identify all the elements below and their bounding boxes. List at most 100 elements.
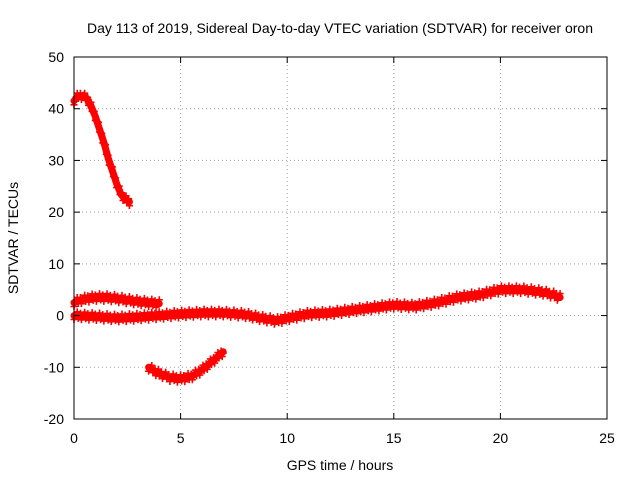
data-point	[188, 307, 196, 315]
y-tick-label: 40	[48, 101, 64, 117]
data-point	[501, 283, 509, 291]
data-point	[151, 309, 159, 317]
data-point	[208, 305, 216, 313]
data-point	[505, 282, 513, 290]
data-point	[218, 306, 226, 314]
data-point	[215, 305, 223, 313]
data-point	[83, 94, 91, 102]
x-tick-label: 15	[386, 430, 402, 446]
data-point	[125, 195, 133, 203]
data-point	[111, 310, 119, 318]
data-point	[408, 298, 416, 306]
data-point	[471, 289, 479, 297]
data-point	[96, 309, 104, 317]
data-point	[363, 301, 371, 309]
data-point	[404, 299, 412, 307]
data-point	[371, 300, 379, 308]
data-point	[103, 310, 111, 318]
data-point	[219, 349, 227, 357]
data-point	[178, 306, 186, 314]
ticks: 0 5 10 15 20 25 -20 -10 0 10 20 30 40 50	[44, 49, 615, 446]
data-point	[163, 307, 171, 315]
data-point	[140, 309, 148, 317]
data-point	[133, 309, 141, 317]
data-point	[463, 290, 471, 298]
data-point	[386, 298, 394, 306]
data-point	[203, 306, 211, 314]
data-point	[196, 371, 204, 379]
y-axis-label: SDTVAR / TECUs	[5, 182, 21, 294]
data-point	[84, 310, 92, 318]
data-point	[512, 282, 520, 290]
data-point	[389, 299, 397, 307]
plot-frame	[73, 56, 608, 420]
series-layer	[70, 89, 564, 386]
data-point	[200, 305, 208, 313]
y-tick-label: 50	[48, 49, 64, 65]
data-point	[155, 308, 163, 316]
data-point	[106, 311, 114, 319]
data-point	[468, 288, 476, 296]
data-point	[99, 291, 107, 299]
data-point	[173, 308, 181, 316]
series-arc-1	[70, 89, 133, 210]
data-point	[222, 305, 230, 313]
data-point	[516, 283, 524, 291]
data-point	[556, 290, 564, 298]
data-point	[129, 311, 137, 319]
data-point	[98, 129, 106, 137]
data-point	[212, 356, 220, 364]
data-point	[136, 310, 144, 318]
data-point	[112, 174, 120, 182]
data-point	[311, 306, 319, 314]
data-point	[88, 290, 96, 298]
data-point	[218, 353, 226, 361]
data-point	[118, 189, 126, 197]
data-point	[237, 306, 245, 314]
data-point	[117, 190, 125, 198]
data-point	[226, 307, 234, 315]
data-point	[87, 98, 95, 106]
data-point	[456, 291, 464, 299]
series-arc-4	[145, 347, 227, 386]
data-point	[86, 99, 94, 107]
data-point	[374, 301, 382, 309]
data-point	[204, 362, 212, 370]
data-point	[84, 292, 92, 300]
data-point	[460, 289, 468, 297]
data-point	[318, 305, 326, 313]
data-point	[144, 310, 152, 318]
y-tick-label: -10	[44, 359, 64, 375]
data-point	[378, 299, 386, 307]
data-point	[303, 306, 311, 314]
data-point	[91, 310, 99, 318]
data-point	[366, 301, 374, 309]
data-point	[193, 305, 201, 313]
y-tick-label: -20	[44, 411, 64, 427]
x-tick-label: 10	[279, 430, 295, 446]
data-point	[208, 361, 216, 369]
chart-title: Day 113 of 2019, Sidereal Day-to-day VTE…	[87, 20, 593, 36]
data-point	[381, 300, 389, 308]
data-point	[400, 298, 408, 306]
data-point	[508, 283, 516, 291]
data-point	[211, 359, 219, 367]
data-point	[125, 202, 133, 210]
data-point	[102, 141, 110, 149]
data-point	[84, 93, 92, 101]
data-point	[125, 310, 133, 318]
data-point	[497, 282, 505, 290]
data-point	[307, 307, 315, 315]
data-point	[359, 302, 367, 310]
data-point	[73, 308, 81, 316]
data-point	[121, 311, 129, 319]
data-point	[211, 306, 219, 314]
data-point	[344, 304, 352, 312]
data-point	[230, 306, 238, 314]
data-point	[95, 118, 103, 126]
data-point	[99, 311, 107, 319]
data-point	[196, 307, 204, 315]
data-point	[329, 306, 337, 314]
